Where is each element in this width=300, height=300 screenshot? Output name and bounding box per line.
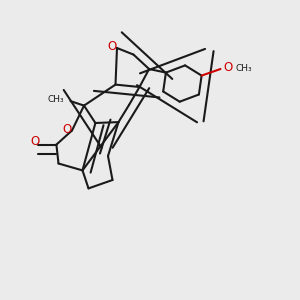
Text: O: O <box>62 122 71 136</box>
Text: CH₃: CH₃ <box>236 64 252 73</box>
Text: CH₃: CH₃ <box>48 95 64 104</box>
Text: O: O <box>223 61 232 74</box>
Text: O: O <box>107 40 116 53</box>
Text: O: O <box>31 135 40 148</box>
